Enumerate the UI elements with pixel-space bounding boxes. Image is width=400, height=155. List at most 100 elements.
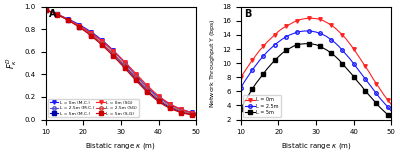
L = 0m <box>336 30 341 32</box>
L = 5m <box>348 71 352 73</box>
L = 0m (M.C.) <box>186 111 191 113</box>
Legend: L = 0m, L = 2.5m, L = 5m: L = 0m, L = 2.5m, L = 5m <box>243 95 281 117</box>
L = 2.5m <box>291 33 296 34</box>
L = 5m <box>389 117 394 118</box>
L = 0m <box>276 30 281 32</box>
L = 5m <box>250 88 254 90</box>
L = 2.5m (M.C.) <box>186 111 191 113</box>
L = 0m <box>355 54 360 56</box>
L = 2.5m (M.C.) <box>145 86 150 88</box>
L = 2.5m (SG) <box>66 19 70 21</box>
L = 0m <box>385 99 390 101</box>
L = 2.5m <box>295 31 300 33</box>
L = 0m (SG) <box>179 108 184 110</box>
L = 0m <box>314 18 318 20</box>
L = 5m (M.C.) <box>66 19 70 21</box>
L = 2.5m (M.C.) <box>168 104 172 106</box>
L = 5m <box>287 47 292 49</box>
L = 2.5m (M.C.) <box>171 106 176 108</box>
L = 5m (S.G) <box>81 29 86 31</box>
L = 0m <box>329 24 334 26</box>
L = 5m (S.G) <box>111 55 116 57</box>
L = 0m (M.C.) <box>141 82 146 84</box>
L = 0m (M.C.) <box>118 58 123 59</box>
L = 0m (SG) <box>51 11 56 13</box>
L = 5m (S.G) <box>54 14 59 16</box>
L = 5m (M.C.) <box>126 70 131 71</box>
L = 5m (M.C.) <box>47 11 52 12</box>
L = 0m (SG) <box>92 35 97 36</box>
L = 5m (M.C.) <box>104 46 108 48</box>
L = 0m (SG) <box>70 21 74 22</box>
L = 2.5m (M.C.) <box>190 112 195 114</box>
L = 5m (M.C.) <box>145 90 150 92</box>
L = 2.5m <box>284 36 288 38</box>
L = 0m <box>287 23 292 25</box>
L = 2.5m <box>254 64 258 66</box>
L = 0m (SG) <box>43 9 48 11</box>
L = 0m (SG) <box>141 81 146 82</box>
L = 5m (M.C.) <box>62 17 67 19</box>
L = 5m <box>359 85 364 87</box>
L = 2.5m (SG) <box>85 31 90 33</box>
L = 5m <box>321 47 326 49</box>
L = 2.5m (M.C.) <box>137 79 142 80</box>
L = 0m <box>370 77 375 79</box>
L = 2.5m <box>314 31 318 33</box>
L = 0m (M.C.) <box>70 20 74 22</box>
L = 5m (S.G) <box>62 17 67 19</box>
L = 5m (S.G) <box>107 51 112 53</box>
Line: L = 5m (S.G): L = 5m (S.G) <box>44 8 198 117</box>
L = 5m <box>257 78 262 80</box>
L = 0m <box>366 71 371 73</box>
L = 2.5m <box>272 44 277 46</box>
L = 5m <box>344 67 349 69</box>
L = 2.5m (M.C.) <box>182 110 187 112</box>
L = 0m <box>250 59 254 61</box>
L = 5m (S.G) <box>179 112 184 113</box>
L = 0m (SG) <box>175 107 180 108</box>
L = 5m <box>325 49 330 51</box>
L = 2.5m (SG) <box>122 64 127 66</box>
L = 5m <box>254 83 258 84</box>
L = 5m (M.C.) <box>168 106 172 108</box>
L = 2.5m (SG) <box>186 112 191 114</box>
L = 5m <box>299 43 304 45</box>
L = 0m <box>382 94 386 96</box>
L = 5m (M.C.) <box>171 108 176 110</box>
L = 2.5m (M.C.) <box>96 38 101 39</box>
L = 0m (M.C.) <box>66 18 70 20</box>
L = 5m (M.C.) <box>54 13 59 15</box>
L = 0m (SG) <box>134 73 138 75</box>
L = 2.5m (SG) <box>168 105 172 107</box>
L = 2.5m (M.C.) <box>134 74 138 76</box>
L = 5m (S.G) <box>168 107 172 109</box>
L = 5m (S.G) <box>152 98 157 100</box>
L = 0m (SG) <box>62 17 67 19</box>
L = 2.5m (M.C.) <box>115 54 120 56</box>
L = 2.5m (SG) <box>194 114 198 115</box>
L = 2.5m <box>363 78 368 80</box>
L = 0m (SG) <box>164 100 168 102</box>
L = 2.5m (SG) <box>81 28 86 30</box>
Line: L = 2.5m (M.C.): L = 2.5m (M.C.) <box>44 8 198 115</box>
L = 2.5m (M.C.) <box>66 19 70 20</box>
L = 2.5m (SG) <box>130 72 134 74</box>
L = 2.5m <box>355 68 360 70</box>
Line: L = 5m (M.C.): L = 5m (M.C.) <box>44 8 198 117</box>
L = 2.5m (SG) <box>77 26 82 28</box>
L = 0m (SG) <box>156 95 161 97</box>
L = 5m (S.G) <box>85 32 90 34</box>
L = 0m (SG) <box>190 112 195 114</box>
L = 0m (M.C.) <box>43 9 48 11</box>
L = 0m (M.C.) <box>182 109 187 111</box>
L = 2.5m (SG) <box>182 111 187 113</box>
L = 2.5m (SG) <box>126 68 131 70</box>
L = 2.5m (SG) <box>43 9 48 11</box>
L = 0m <box>284 25 288 27</box>
L = 5m (M.C.) <box>186 113 191 115</box>
L = 0m (SG) <box>145 84 150 86</box>
L = 5m (S.G) <box>70 22 74 24</box>
L = 5m <box>291 45 296 47</box>
L = 5m <box>310 43 315 45</box>
